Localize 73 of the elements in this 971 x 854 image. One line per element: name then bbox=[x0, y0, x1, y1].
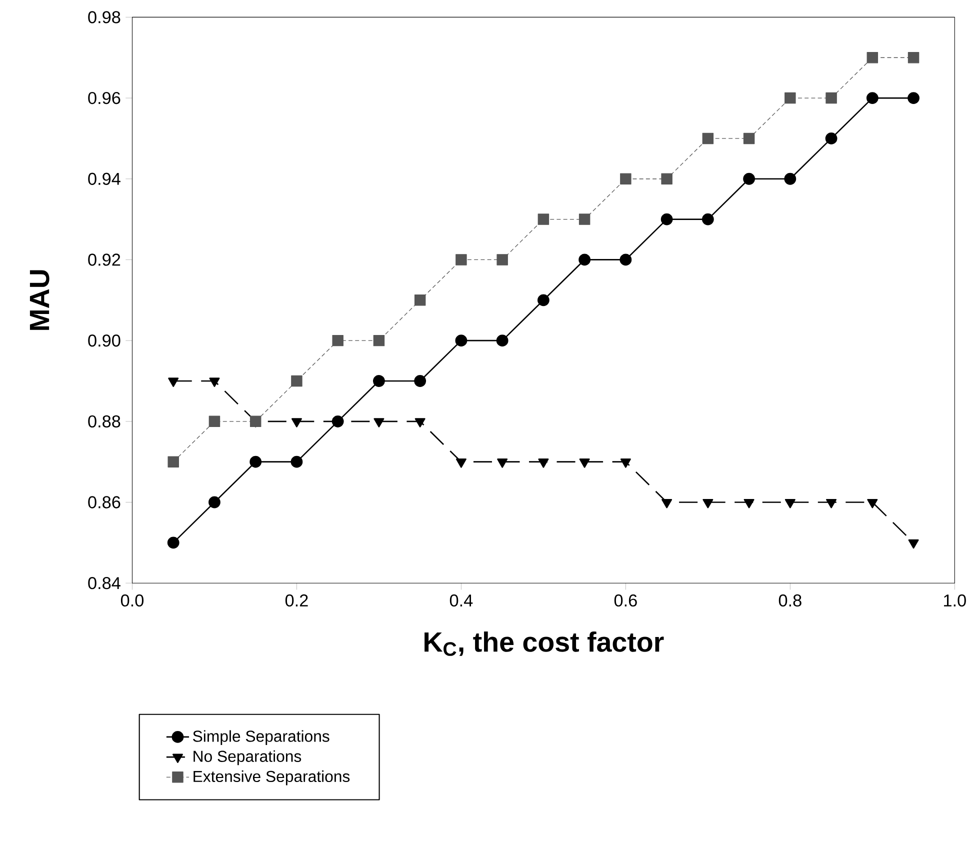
x-tick-label: 0.0 bbox=[120, 594, 144, 606]
y-tick-label: 0.96 bbox=[88, 92, 120, 104]
point bbox=[537, 294, 550, 306]
point bbox=[620, 173, 632, 184]
legend-label: Simple Separations bbox=[193, 730, 330, 745]
legend-label: No Separations bbox=[194, 750, 302, 766]
point bbox=[908, 52, 920, 64]
y-tick-label: 0.90 bbox=[88, 334, 120, 347]
point bbox=[743, 132, 755, 144]
point bbox=[784, 172, 796, 185]
point bbox=[414, 374, 426, 387]
point bbox=[168, 456, 179, 468]
point bbox=[538, 214, 550, 225]
point bbox=[702, 213, 714, 226]
point bbox=[579, 458, 590, 468]
y-tick-label: 0.98 bbox=[88, 11, 120, 24]
point bbox=[661, 173, 672, 184]
point bbox=[456, 458, 466, 468]
point bbox=[291, 418, 302, 428]
x-tick-label: 0.8 bbox=[778, 594, 802, 606]
point bbox=[414, 418, 426, 428]
x-tick-label: 1.0 bbox=[944, 594, 966, 606]
point bbox=[866, 92, 878, 104]
point bbox=[702, 132, 714, 144]
point bbox=[866, 52, 878, 64]
point bbox=[250, 456, 262, 468]
point bbox=[578, 214, 590, 225]
y-tick-label: 0.88 bbox=[88, 415, 120, 428]
point bbox=[662, 498, 672, 508]
y-tick-label: 0.84 bbox=[88, 576, 120, 590]
y-axis-title: MAU bbox=[30, 270, 50, 330]
point bbox=[373, 334, 385, 346]
point bbox=[209, 378, 220, 387]
point bbox=[784, 92, 796, 104]
y-tick-label: 0.94 bbox=[88, 172, 120, 185]
point bbox=[620, 254, 632, 266]
point bbox=[168, 378, 179, 387]
point bbox=[373, 374, 385, 387]
y-tick-label: 0.86 bbox=[88, 496, 120, 508]
point bbox=[784, 498, 796, 508]
point bbox=[496, 254, 508, 266]
point bbox=[208, 496, 220, 508]
point bbox=[826, 498, 837, 508]
point bbox=[208, 416, 220, 427]
point bbox=[908, 92, 920, 104]
point bbox=[578, 254, 591, 266]
x-axis-title: K$_{C}$, the cost factor bbox=[424, 631, 664, 656]
point bbox=[702, 498, 714, 508]
x-tick-label: 0.4 bbox=[450, 594, 473, 606]
point bbox=[867, 498, 878, 508]
point bbox=[374, 418, 384, 428]
point bbox=[620, 458, 631, 468]
x-tick-label: 0.6 bbox=[614, 594, 637, 606]
x-tick-label: 0.2 bbox=[285, 594, 308, 606]
point bbox=[497, 458, 508, 468]
point bbox=[660, 213, 673, 226]
point bbox=[825, 132, 838, 144]
point bbox=[908, 539, 919, 549]
point bbox=[414, 294, 426, 306]
y-tick-label: 0.92 bbox=[88, 254, 120, 266]
point bbox=[455, 334, 468, 346]
legend-label: Extensive Separations bbox=[194, 770, 350, 786]
point bbox=[826, 92, 837, 104]
point bbox=[290, 456, 303, 468]
point bbox=[332, 334, 344, 346]
point bbox=[291, 375, 302, 387]
point bbox=[496, 334, 508, 346]
point bbox=[250, 416, 262, 427]
point bbox=[167, 536, 180, 549]
point bbox=[538, 458, 549, 468]
point bbox=[743, 172, 755, 185]
point bbox=[744, 498, 754, 508]
point bbox=[456, 254, 467, 266]
